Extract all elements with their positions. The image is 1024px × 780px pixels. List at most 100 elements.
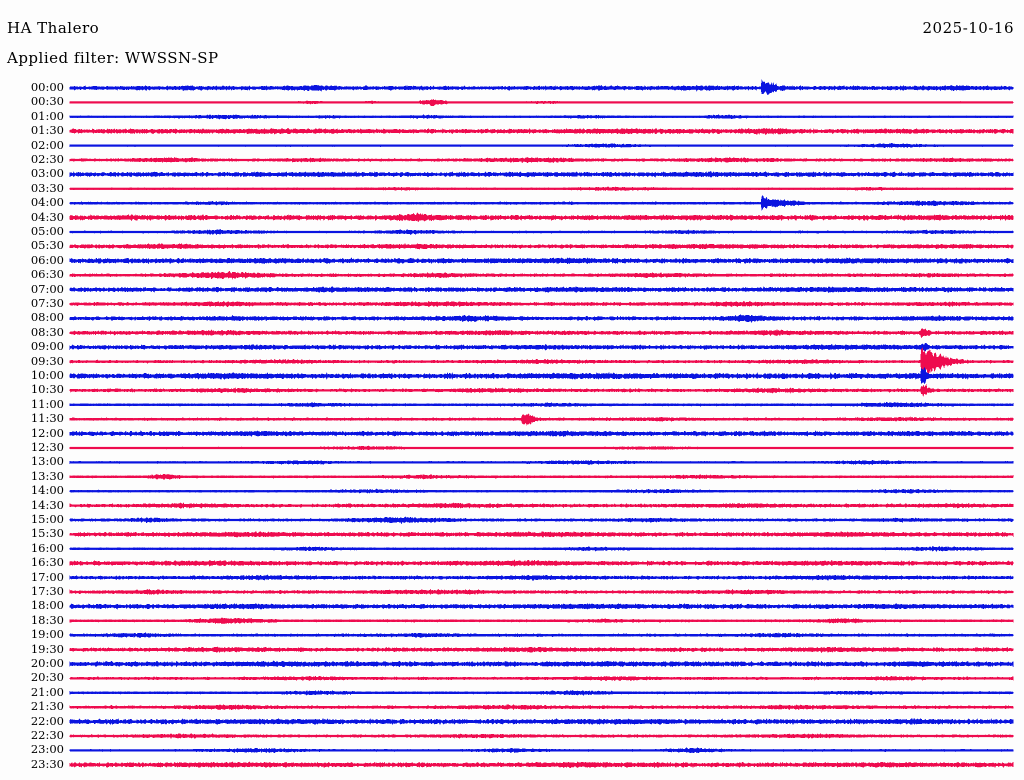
trace-baseline: [70, 518, 1013, 522]
station-title: HA Thalero: [7, 19, 100, 37]
time-tick-label: 22:00: [30, 713, 64, 728]
time-tick-label: 03:00: [30, 166, 64, 181]
time-tick-label: 07:30: [30, 296, 64, 310]
trace-baseline: [70, 187, 1013, 190]
time-tick-label: 08:00: [30, 310, 64, 325]
trace-baseline: [70, 490, 1013, 493]
time-tick-label: 17:00: [30, 569, 64, 584]
trace-baseline: [70, 274, 1013, 277]
time-tick-label: 20:00: [30, 656, 64, 670]
trace-baseline: [70, 576, 1013, 579]
time-tick-label: 00:30: [30, 94, 64, 109]
trace-baseline: [70, 403, 1013, 406]
trace-baseline: [70, 101, 1013, 104]
trace-baseline: [70, 418, 1013, 421]
trace-baseline: [70, 533, 1013, 536]
trace-baseline: [70, 648, 1013, 651]
trace-baseline: [70, 317, 1013, 320]
time-tick-label: 05:00: [30, 224, 64, 238]
trace-baseline: [70, 130, 1013, 133]
time-tick-label: 10:00: [30, 368, 64, 382]
time-tick-label: 12:00: [30, 425, 64, 440]
time-tick-label: 02:30: [30, 152, 64, 166]
time-tick-label: 09:30: [30, 353, 64, 368]
time-tick-label: 19:00: [30, 627, 64, 642]
time-tick-label: 17:30: [30, 584, 64, 598]
trace-baseline: [70, 432, 1013, 435]
time-tick-label: 05:30: [30, 238, 64, 253]
time-tick-label: 23:00: [30, 742, 64, 757]
time-tick-label: 22:30: [30, 728, 64, 742]
time-tick-label: 06:00: [30, 252, 64, 267]
time-tick-label: 12:30: [30, 440, 64, 454]
trace-baseline: [70, 302, 1013, 306]
trace-baseline: [70, 259, 1013, 262]
trace-baseline: [70, 749, 1013, 752]
time-tick-label: 00:00: [30, 80, 64, 94]
trace-baseline: [70, 173, 1013, 176]
time-tick-label: 16:00: [30, 540, 64, 555]
time-tick-label: 10:30: [30, 382, 64, 397]
time-tick-label: 06:30: [30, 267, 64, 282]
trace-baseline: [70, 734, 1013, 738]
time-tick-label: 16:30: [30, 555, 64, 570]
trace-baseline: [70, 504, 1013, 507]
trace-baseline: [70, 216, 1013, 219]
time-tick-label: 13:30: [30, 468, 64, 483]
trace-baseline: [70, 202, 1013, 205]
time-tick-label: 01:00: [30, 108, 64, 123]
trace-baseline: [70, 389, 1013, 392]
trace-baseline: [70, 763, 1013, 766]
time-tick-label: 09:00: [30, 339, 64, 354]
time-tick-label: 14:30: [30, 497, 64, 512]
time-tick-label: 04:00: [30, 195, 64, 210]
trace-baseline: [70, 706, 1013, 709]
time-tick-label: 14:00: [30, 483, 64, 498]
trace-baseline: [70, 590, 1013, 594]
trace-baseline: [70, 562, 1013, 565]
trace-baseline: [70, 619, 1013, 622]
trace-baseline: [70, 677, 1013, 680]
trace-baseline: [70, 374, 1013, 378]
time-tick-label: 08:30: [30, 324, 64, 339]
time-tick-label: 01:30: [30, 123, 64, 138]
trace-baseline: [70, 662, 1013, 666]
trace-baseline: [70, 547, 1013, 550]
time-tick-label: 04:30: [30, 209, 64, 224]
time-tick-label: 21:30: [30, 699, 64, 714]
trace-baseline: [70, 346, 1013, 349]
trace-baseline: [70, 288, 1013, 291]
trace-baseline: [70, 144, 1013, 147]
trace-baseline: [70, 720, 1013, 723]
time-tick-label: 11:00: [30, 396, 64, 411]
helicorder-plot: 00:00 00:30 01:00 01:30 02:00 02:30 03:00 03:30…: [0, 74, 1024, 780]
trace-baseline: [70, 446, 1013, 450]
trace-canvas: [69, 79, 1014, 769]
trace-baseline: [70, 86, 1013, 90]
time-tick-label: 03:30: [30, 180, 64, 195]
trace-baseline: [70, 331, 1013, 334]
time-tick-label: 21:00: [30, 684, 64, 699]
trace-baseline: [70, 461, 1013, 464]
trace-baseline: [70, 115, 1013, 118]
time-tick-label: 23:30: [30, 756, 64, 771]
trace-baseline: [70, 158, 1013, 162]
trace-baseline: [70, 245, 1013, 248]
time-tick-label: 13:00: [30, 454, 64, 469]
time-tick-label: 18:00: [30, 598, 64, 613]
trace-baseline: [70, 634, 1013, 637]
trace-baseline: [70, 360, 1013, 363]
applied-filter-label: Applied filter: WWSSN-SP: [7, 49, 219, 67]
time-tick-label: 18:30: [30, 612, 64, 627]
time-axis-ticks: 00:00 00:30 01:00 01:30 02:00 02:30 03:00 03:30…: [0, 74, 64, 780]
record-date: 2025-10-16: [922, 19, 1014, 37]
trace-baseline: [70, 605, 1013, 608]
time-tick-label: 02:00: [30, 137, 64, 152]
time-tick-label: 20:30: [30, 670, 64, 685]
time-tick-label: 15:00: [30, 512, 64, 526]
time-tick-label: 07:00: [30, 281, 64, 296]
time-tick-label: 19:30: [30, 641, 64, 656]
time-tick-label: 11:30: [30, 411, 64, 426]
trace-baseline: [70, 475, 1013, 478]
trace-baseline: [70, 230, 1013, 234]
